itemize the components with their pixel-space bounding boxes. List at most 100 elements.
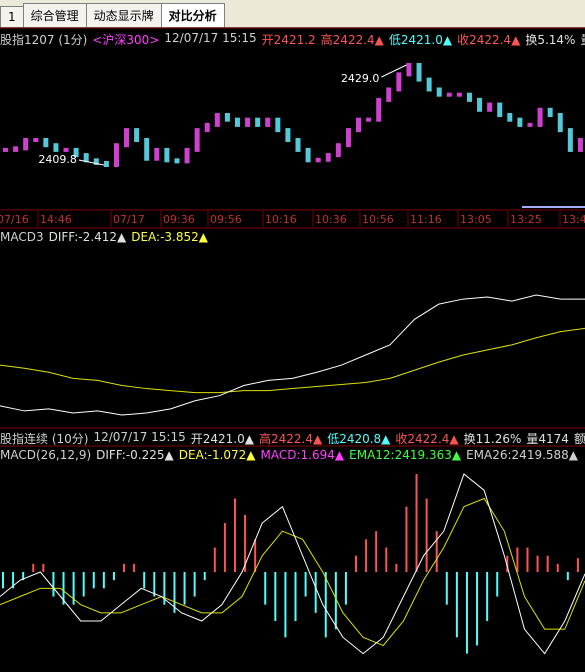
time-label: 11:16 — [410, 213, 442, 226]
candle — [43, 138, 49, 148]
candle — [73, 147, 79, 158]
info-text: EMA12:2419.363▲ — [349, 448, 462, 462]
annotation: 2429.0 — [341, 72, 380, 85]
candle — [93, 158, 99, 165]
candle — [184, 147, 190, 164]
candle — [325, 153, 331, 162]
info-text: 开2421.2 — [261, 33, 316, 47]
candle — [164, 147, 170, 163]
info-text: MACD3 — [0, 230, 44, 244]
info-text: 12/07/17 15:15 — [93, 430, 186, 444]
info-text: 换5.14% — [525, 33, 576, 47]
candle — [154, 147, 160, 161]
candle — [124, 128, 130, 148]
candle — [426, 77, 432, 92]
info-text: 股指1207 (1分) — [0, 33, 88, 47]
tab: 对比分析 — [160, 3, 225, 27]
candle — [295, 138, 301, 152]
time-label: 14:46 — [40, 213, 72, 226]
info-text: 低2421.0▲ — [388, 33, 453, 47]
info-text: EMA26:2419.588▲ — [466, 448, 579, 462]
info-text: DIFF:-0.225▲ — [96, 448, 174, 462]
info-text: MACD(26,12,9) — [0, 448, 92, 462]
info-text: 量1907 — [580, 31, 585, 47]
candle — [103, 160, 109, 167]
info-text: 低2420.8▲ — [327, 432, 391, 446]
time-label: 09:36 — [163, 213, 195, 226]
info-text: DIFF:-2.412▲ — [48, 230, 127, 244]
time-label: 10:56 — [362, 213, 394, 226]
candle — [577, 138, 583, 152]
candle — [315, 157, 321, 163]
info-text: DEA:-1.072▲ — [178, 448, 256, 462]
candle — [234, 117, 240, 127]
header-line: 股指1207 (1分) <沪深300> 12/07/17 15:15 开2421.2 高… — [0, 31, 585, 47]
candle — [557, 113, 563, 133]
info-text: 股指连续 (10分) — [0, 432, 89, 446]
candle — [63, 147, 69, 152]
candle — [567, 128, 573, 152]
candle — [23, 138, 29, 151]
candle — [335, 143, 341, 158]
annotation-leader — [78, 159, 104, 166]
tab[interactable]: 动态显示牌 — [85, 3, 162, 27]
macd-legend: MACD(26,12,9) DIFF:-0.225▲ DEA:-1.072▲ MACD… — [0, 448, 585, 464]
info-text: 收2422.4▲ — [457, 33, 521, 47]
candle — [517, 117, 523, 127]
annotation: 2409.8 — [38, 153, 77, 166]
candle — [13, 146, 19, 152]
header-line: 股指连续 (10分) 12/07/17 15:15 开2421.0▲ 高2422.4▲… — [0, 430, 585, 446]
info-text: <沪深300> — [92, 33, 160, 47]
candle — [537, 107, 543, 127]
candle — [255, 117, 261, 127]
time-label: 10:36 — [315, 213, 347, 226]
info-text: 高2422.4▲ — [320, 33, 384, 47]
candle — [456, 92, 462, 97]
info-text: 高2422.4▲ — [258, 432, 323, 446]
annotation-leader — [381, 64, 407, 78]
info-text: 量4174 — [526, 432, 569, 446]
tab[interactable]: 综合管理 — [22, 3, 87, 27]
candle — [144, 138, 150, 161]
info-text: MACD:1.694▲ — [260, 448, 345, 462]
candle — [396, 72, 402, 92]
info-text: 额30.3亿 — [573, 432, 585, 446]
candle — [446, 92, 452, 97]
candle — [507, 113, 513, 122]
time-label: 13:25 — [510, 213, 542, 226]
time-label: 13:05 — [460, 213, 492, 226]
candle — [275, 117, 281, 133]
candle — [497, 102, 503, 117]
candle — [376, 97, 382, 122]
candle — [356, 117, 362, 133]
candle — [345, 128, 351, 148]
candle — [174, 158, 180, 164]
candle — [113, 143, 119, 167]
dea-line — [0, 327, 585, 394]
time-label: 10:16 — [265, 213, 297, 226]
candle — [245, 117, 251, 127]
candle — [285, 128, 291, 142]
candle — [366, 117, 372, 122]
diff-line — [0, 473, 585, 655]
candle — [214, 113, 220, 127]
candle — [527, 122, 533, 127]
time-label: 13:45 — [562, 213, 585, 226]
candle — [53, 143, 59, 152]
candle — [436, 87, 442, 97]
candle — [204, 122, 210, 133]
candle — [134, 128, 140, 142]
time-label: 07/17 — [113, 213, 145, 226]
candle — [547, 107, 553, 117]
candle — [83, 153, 89, 163]
candle — [194, 128, 200, 152]
macd3-legend: MACD3 DIFF:-2.412▲ DEA:-3.852▲ — [0, 230, 585, 246]
candle — [416, 63, 422, 82]
candle — [406, 63, 412, 77]
candle — [487, 102, 493, 112]
candle — [33, 138, 39, 142]
dea-line — [0, 497, 585, 647]
candle — [3, 147, 8, 152]
